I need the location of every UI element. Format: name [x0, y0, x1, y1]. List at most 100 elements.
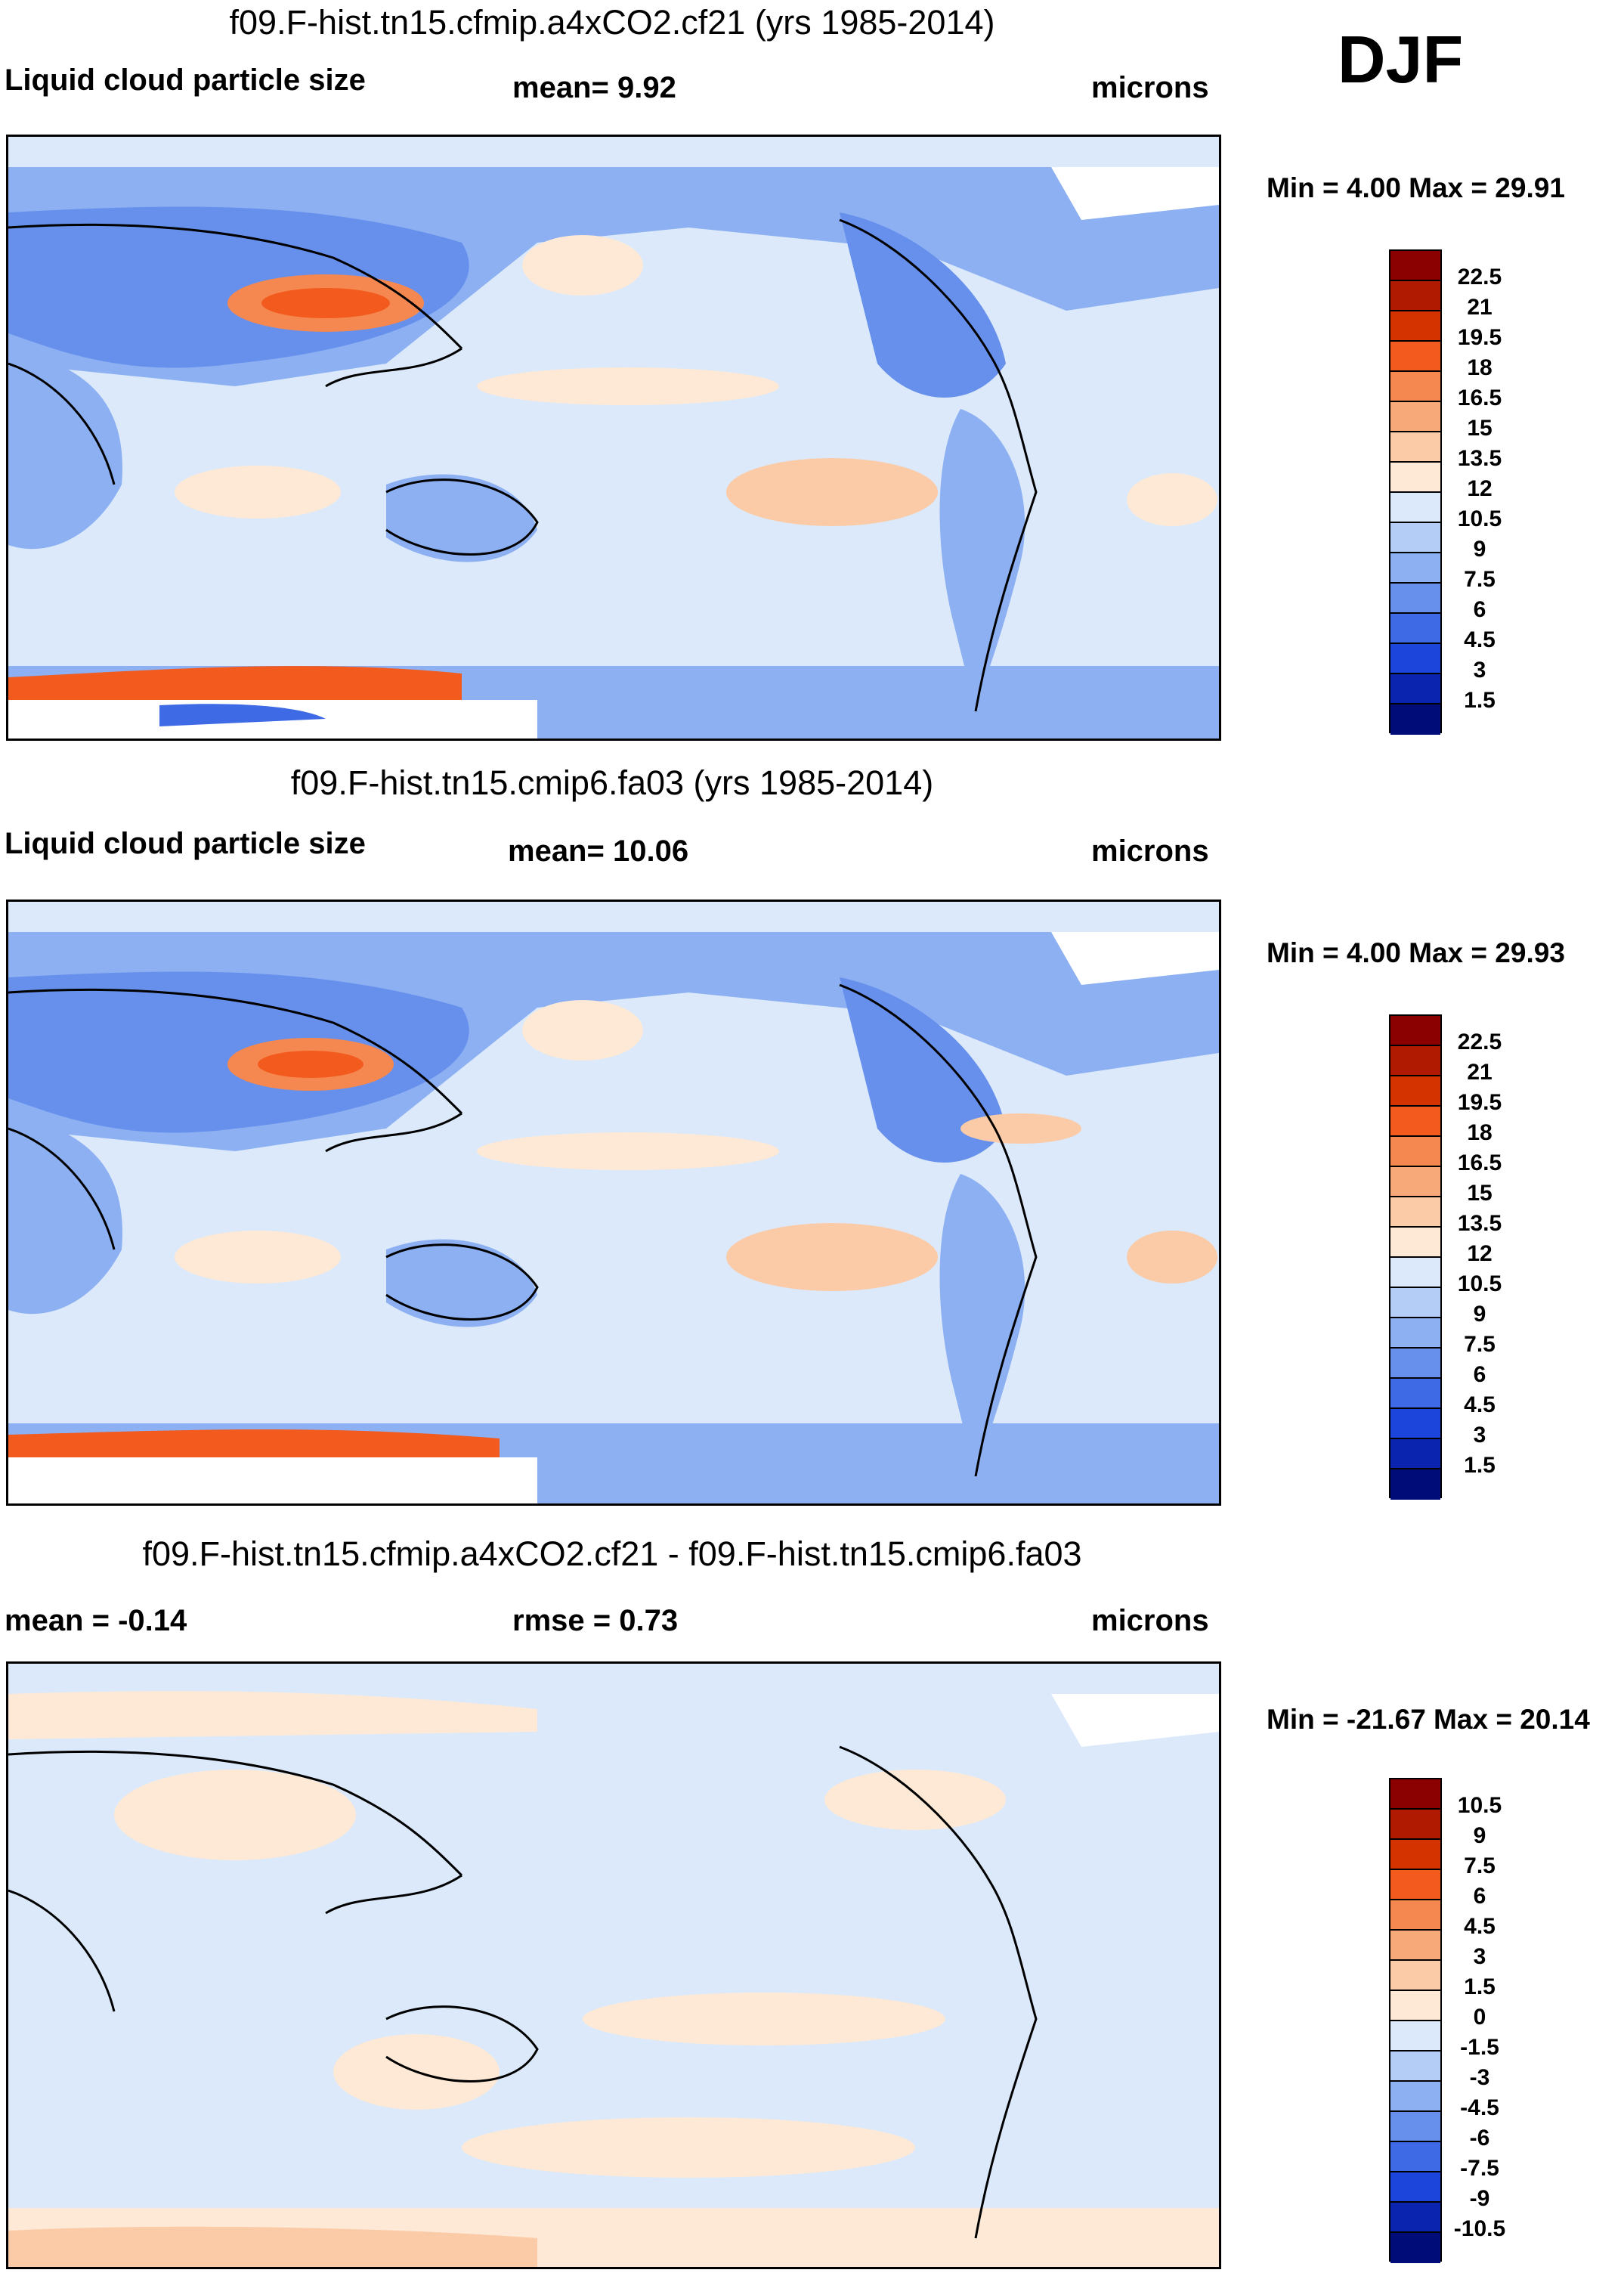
colorbar-segment — [1390, 1931, 1440, 1961]
colorbar-segment — [1390, 463, 1440, 493]
colorbar-tick-label: 3 — [1473, 658, 1486, 683]
colorbar-tick-label: 1.5 — [1464, 1974, 1496, 1999]
panel-1-title: f09.F-hist.tn15.cfmip.a4xCO2.cf21 (yrs 1… — [229, 3, 995, 42]
colorbar-tick-label: 9 — [1473, 1823, 1486, 1848]
panel-2-colorbar — [1389, 1014, 1442, 1500]
colorbar-segment — [1390, 1258, 1440, 1288]
colorbar-tick-label: -10.5 — [1453, 2216, 1506, 2241]
panel-2-map — [6, 900, 1221, 1506]
colorbar-segment — [1390, 1107, 1440, 1137]
colorbar-tick-label: 16.5 — [1457, 386, 1502, 410]
panel-3-minmax: Min = -21.67 Max = 20.14 — [1267, 1704, 1590, 1735]
colorbar-tick-label: 22.5 — [1457, 1030, 1502, 1054]
panel-2-variable-label: Liquid cloud particle size — [5, 827, 366, 860]
east-pacific-high — [726, 458, 938, 526]
season-label: DJF — [1338, 22, 1464, 97]
colorbar-tick-label: 12 — [1467, 1241, 1493, 1266]
colorbar-tick-label: -6 — [1469, 2126, 1490, 2151]
colorbar-segment — [1390, 1870, 1440, 1900]
panel-2-title: f09.F-hist.tn15.cmip6.fa03 (yrs 1985-201… — [290, 763, 934, 802]
colorbar-tick-label: 0 — [1473, 2005, 1486, 2030]
colorbar-tick-label: 18 — [1467, 355, 1493, 380]
colorbar-segment — [1390, 1288, 1440, 1318]
colorbar-segment — [1390, 311, 1440, 342]
panel-2-mean: mean= 10.06 — [508, 835, 689, 868]
panel-3-mean: mean = -0.14 — [5, 1604, 187, 1637]
colorbar-tick-label: 3 — [1473, 1944, 1486, 1969]
colorbar-segment — [1390, 1046, 1440, 1076]
panel-2-minmax: Min = 4.00 Max = 29.93 — [1267, 937, 1565, 968]
colorbar-segment — [1390, 523, 1440, 553]
colorbar-tick-label: 22.5 — [1457, 265, 1502, 290]
colorbar-tick-label: 19.5 — [1457, 1090, 1502, 1115]
panel-3-rmse: rmse = 0.73 — [512, 1604, 679, 1637]
colorbar-tick-label: 4.5 — [1464, 1914, 1496, 1939]
colorbar-segment — [1390, 1016, 1440, 1046]
colorbar-tick-label: 10.5 — [1457, 1793, 1502, 1818]
colorbar-tick-label: 6 — [1473, 1884, 1486, 1909]
colorbar-segment — [1390, 342, 1440, 372]
panel-1-mean: mean= 9.92 — [512, 71, 676, 104]
colorbar-tick-label: 6 — [1473, 597, 1486, 622]
colorbar-tick-label: 7.5 — [1464, 1853, 1496, 1878]
colorbar-tick-label: 15 — [1467, 1181, 1493, 1206]
colorbar-segment — [1390, 251, 1440, 281]
colorbar-tick-label: 10.5 — [1457, 1271, 1502, 1296]
colorbar-segment — [1390, 614, 1440, 644]
panel-3-colorbar — [1389, 1778, 1442, 2263]
coastlines — [8, 218, 1038, 712]
colorbar-segment — [1390, 1900, 1440, 1931]
north-america-region — [840, 212, 1006, 398]
colorbar-segment — [1390, 704, 1440, 735]
colorbar-segment — [1390, 1076, 1440, 1107]
colorbar-tick-label: 4.5 — [1464, 627, 1496, 652]
panel-1-variable-label: Liquid cloud particle size — [5, 63, 366, 97]
colorbar-tick-label: 15 — [1467, 416, 1493, 441]
colorbar-segment — [1390, 493, 1440, 523]
colorbar-segment — [1390, 2051, 1440, 2082]
colorbar-segment — [1390, 644, 1440, 674]
panel-2-units: microns — [1091, 835, 1209, 868]
colorbar-tick-label: -1.5 — [1460, 2035, 1499, 2060]
colorbar-segment — [1390, 1318, 1440, 1349]
colorbar-segment — [1390, 281, 1440, 311]
colorbar-segment — [1390, 1197, 1440, 1228]
colorbar-tick-label: 7.5 — [1464, 567, 1496, 592]
colorbar-segment — [1390, 2112, 1440, 2142]
colorbar-segment — [1390, 1469, 1440, 1500]
south-atlantic-patch — [1127, 473, 1217, 526]
panel-3-title: f09.F-hist.tn15.cfmip.a4xCO2.cf21 - f09.… — [142, 1534, 1082, 1573]
colorbar-tick-label: 10.5 — [1457, 506, 1502, 531]
colorbar-segment — [1390, 432, 1440, 463]
colorbar-segment — [1390, 1810, 1440, 1840]
colorbar-segment — [1390, 402, 1440, 432]
colorbar-segment — [1390, 2142, 1440, 2172]
colorbar-tick-label: 9 — [1473, 537, 1486, 562]
north-pacific-patch — [522, 235, 643, 296]
colorbar-segment — [1390, 1779, 1440, 1810]
colorbar-segment — [1390, 553, 1440, 584]
colorbar-tick-label: 13.5 — [1457, 446, 1502, 471]
colorbar-tick-label: 13.5 — [1457, 1211, 1502, 1236]
colorbar-tick-label: 19.5 — [1457, 325, 1502, 350]
colorbar-tick-label: 9 — [1473, 1302, 1486, 1327]
colorbar-segment — [1390, 1167, 1440, 1197]
indian-ocean-patch — [175, 466, 341, 519]
colorbar-tick-label: -9 — [1469, 2186, 1490, 2211]
colorbar-tick-label: 18 — [1467, 1120, 1493, 1145]
colorbar-segment — [1390, 2233, 1440, 2263]
colorbar-tick-label: -4.5 — [1460, 2095, 1499, 2120]
panel-1-colorbar — [1389, 249, 1442, 735]
panel-3-map — [6, 1661, 1221, 2269]
colorbar-tick-label: 21 — [1467, 295, 1493, 320]
colorbar-tick-label: 12 — [1467, 476, 1493, 501]
panel-1-units: microns — [1091, 71, 1209, 104]
colorbar-tick-label: -3 — [1469, 2065, 1490, 2090]
colorbar-segment — [1390, 1439, 1440, 1469]
africa-region — [8, 348, 122, 550]
greenland-missing — [1051, 167, 1219, 220]
colorbar-segment — [1390, 2203, 1440, 2233]
colorbar-tick-label: 1.5 — [1464, 688, 1496, 713]
colorbar-tick-label: 21 — [1467, 1060, 1493, 1085]
colorbar-segment — [1390, 1840, 1440, 1870]
